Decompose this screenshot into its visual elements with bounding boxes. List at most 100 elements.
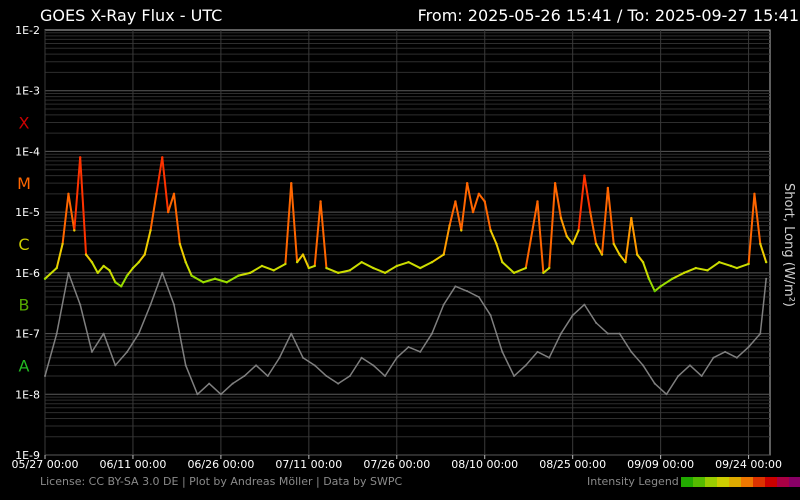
long-segment: [695, 267, 708, 272]
long-point: [419, 266, 422, 270]
x-tick-label: 07/11 00:00: [275, 458, 342, 471]
intensity-legend: Intensity Legend: [587, 475, 800, 488]
short-point: [419, 350, 422, 353]
long-segment: [361, 261, 374, 269]
long-point: [442, 253, 445, 256]
short-segment: [361, 357, 374, 366]
long-point: [155, 192, 158, 196]
x-tick-label: 05/27 00:00: [12, 458, 79, 471]
long-point: [43, 277, 47, 280]
long-series: [43, 156, 768, 293]
short-point: [231, 382, 234, 385]
long-segment: [214, 277, 228, 284]
short-segment: [255, 364, 269, 377]
short-point: [630, 350, 633, 353]
long-segment: [103, 265, 111, 272]
plot-area: [44, 29, 771, 456]
long-segment: [560, 217, 568, 237]
long-segment: [126, 267, 134, 277]
short-segment: [478, 296, 492, 316]
x-tick-labels: 05/27 00:00 06/11 00:00 06/26 00:00 07/11 0…: [12, 455, 782, 471]
long-point: [372, 266, 375, 270]
long-segment: [654, 285, 662, 292]
long-point: [489, 229, 492, 232]
long-segment: [349, 261, 363, 272]
long-point: [653, 289, 656, 293]
flare-class-b: B: [19, 296, 30, 315]
long-point: [477, 192, 481, 196]
short-segment: [408, 346, 421, 353]
short-point: [372, 364, 375, 367]
short-segment: [537, 351, 550, 359]
long-segment: [108, 269, 117, 283]
long-point: [542, 271, 545, 275]
short-point: [700, 375, 703, 378]
long-point: [313, 264, 316, 268]
long-segment: [203, 277, 216, 284]
long-segment: [226, 274, 239, 284]
long-point: [295, 260, 299, 264]
intensity-legend-swatch: [704, 476, 717, 487]
short-point: [606, 332, 609, 335]
long-point: [594, 242, 598, 246]
short-segment: [525, 351, 539, 366]
long-point: [55, 266, 58, 270]
long-point: [348, 269, 352, 272]
long-point: [143, 253, 146, 256]
long-segment: [671, 271, 685, 280]
long-point: [448, 224, 451, 227]
x-tick-label: 09/09 00:00: [627, 458, 694, 471]
short-segment: [642, 364, 656, 384]
short-segment: [326, 375, 339, 385]
long-segment: [554, 183, 562, 219]
short-point: [513, 375, 516, 378]
short-segment: [560, 314, 574, 334]
long-segment: [184, 261, 193, 277]
short-point: [114, 364, 117, 367]
short-segment: [138, 304, 152, 334]
short-point: [90, 350, 93, 353]
short-point: [290, 332, 293, 335]
long-point: [184, 260, 187, 264]
long-point: [383, 271, 387, 275]
intensity-legend-swatch: [752, 476, 765, 487]
short-segment: [161, 272, 175, 305]
short-point: [219, 393, 222, 396]
short-segment: [102, 333, 117, 366]
y-tick-label: 1E-2: [15, 24, 40, 37]
intensity-legend-swatch: [728, 476, 741, 487]
short-point: [524, 364, 527, 367]
x-tick-label: 07/26 00:00: [363, 458, 430, 471]
long-segment: [431, 253, 445, 264]
short-point: [618, 332, 621, 335]
long-point: [618, 253, 621, 256]
intensity-legend-label: Intensity Legend: [587, 475, 679, 488]
long-segment: [284, 183, 293, 265]
short-point: [677, 375, 680, 378]
long-segment: [566, 235, 574, 245]
short-point: [536, 350, 539, 353]
long-point: [553, 181, 557, 185]
long-point: [149, 229, 152, 232]
long-segment: [408, 261, 421, 269]
short-point: [360, 356, 363, 359]
long-point: [512, 271, 516, 275]
long-point: [131, 266, 135, 270]
long-point: [501, 260, 504, 264]
short-segment: [349, 357, 363, 377]
long-point: [90, 260, 94, 264]
long-point: [102, 264, 105, 268]
y-tick-label: 1E-6: [15, 267, 40, 280]
long-segment: [372, 267, 386, 274]
long-segment: [172, 193, 181, 245]
long-segment: [460, 183, 469, 231]
x-tick-label: 06/11 00:00: [99, 458, 166, 471]
short-point: [501, 350, 504, 353]
short-point: [161, 271, 164, 274]
short-point: [395, 356, 398, 359]
short-segment: [79, 304, 93, 353]
long-segment: [501, 261, 515, 274]
long-segment: [85, 253, 93, 263]
short-point: [688, 364, 691, 367]
short-point: [255, 364, 258, 367]
